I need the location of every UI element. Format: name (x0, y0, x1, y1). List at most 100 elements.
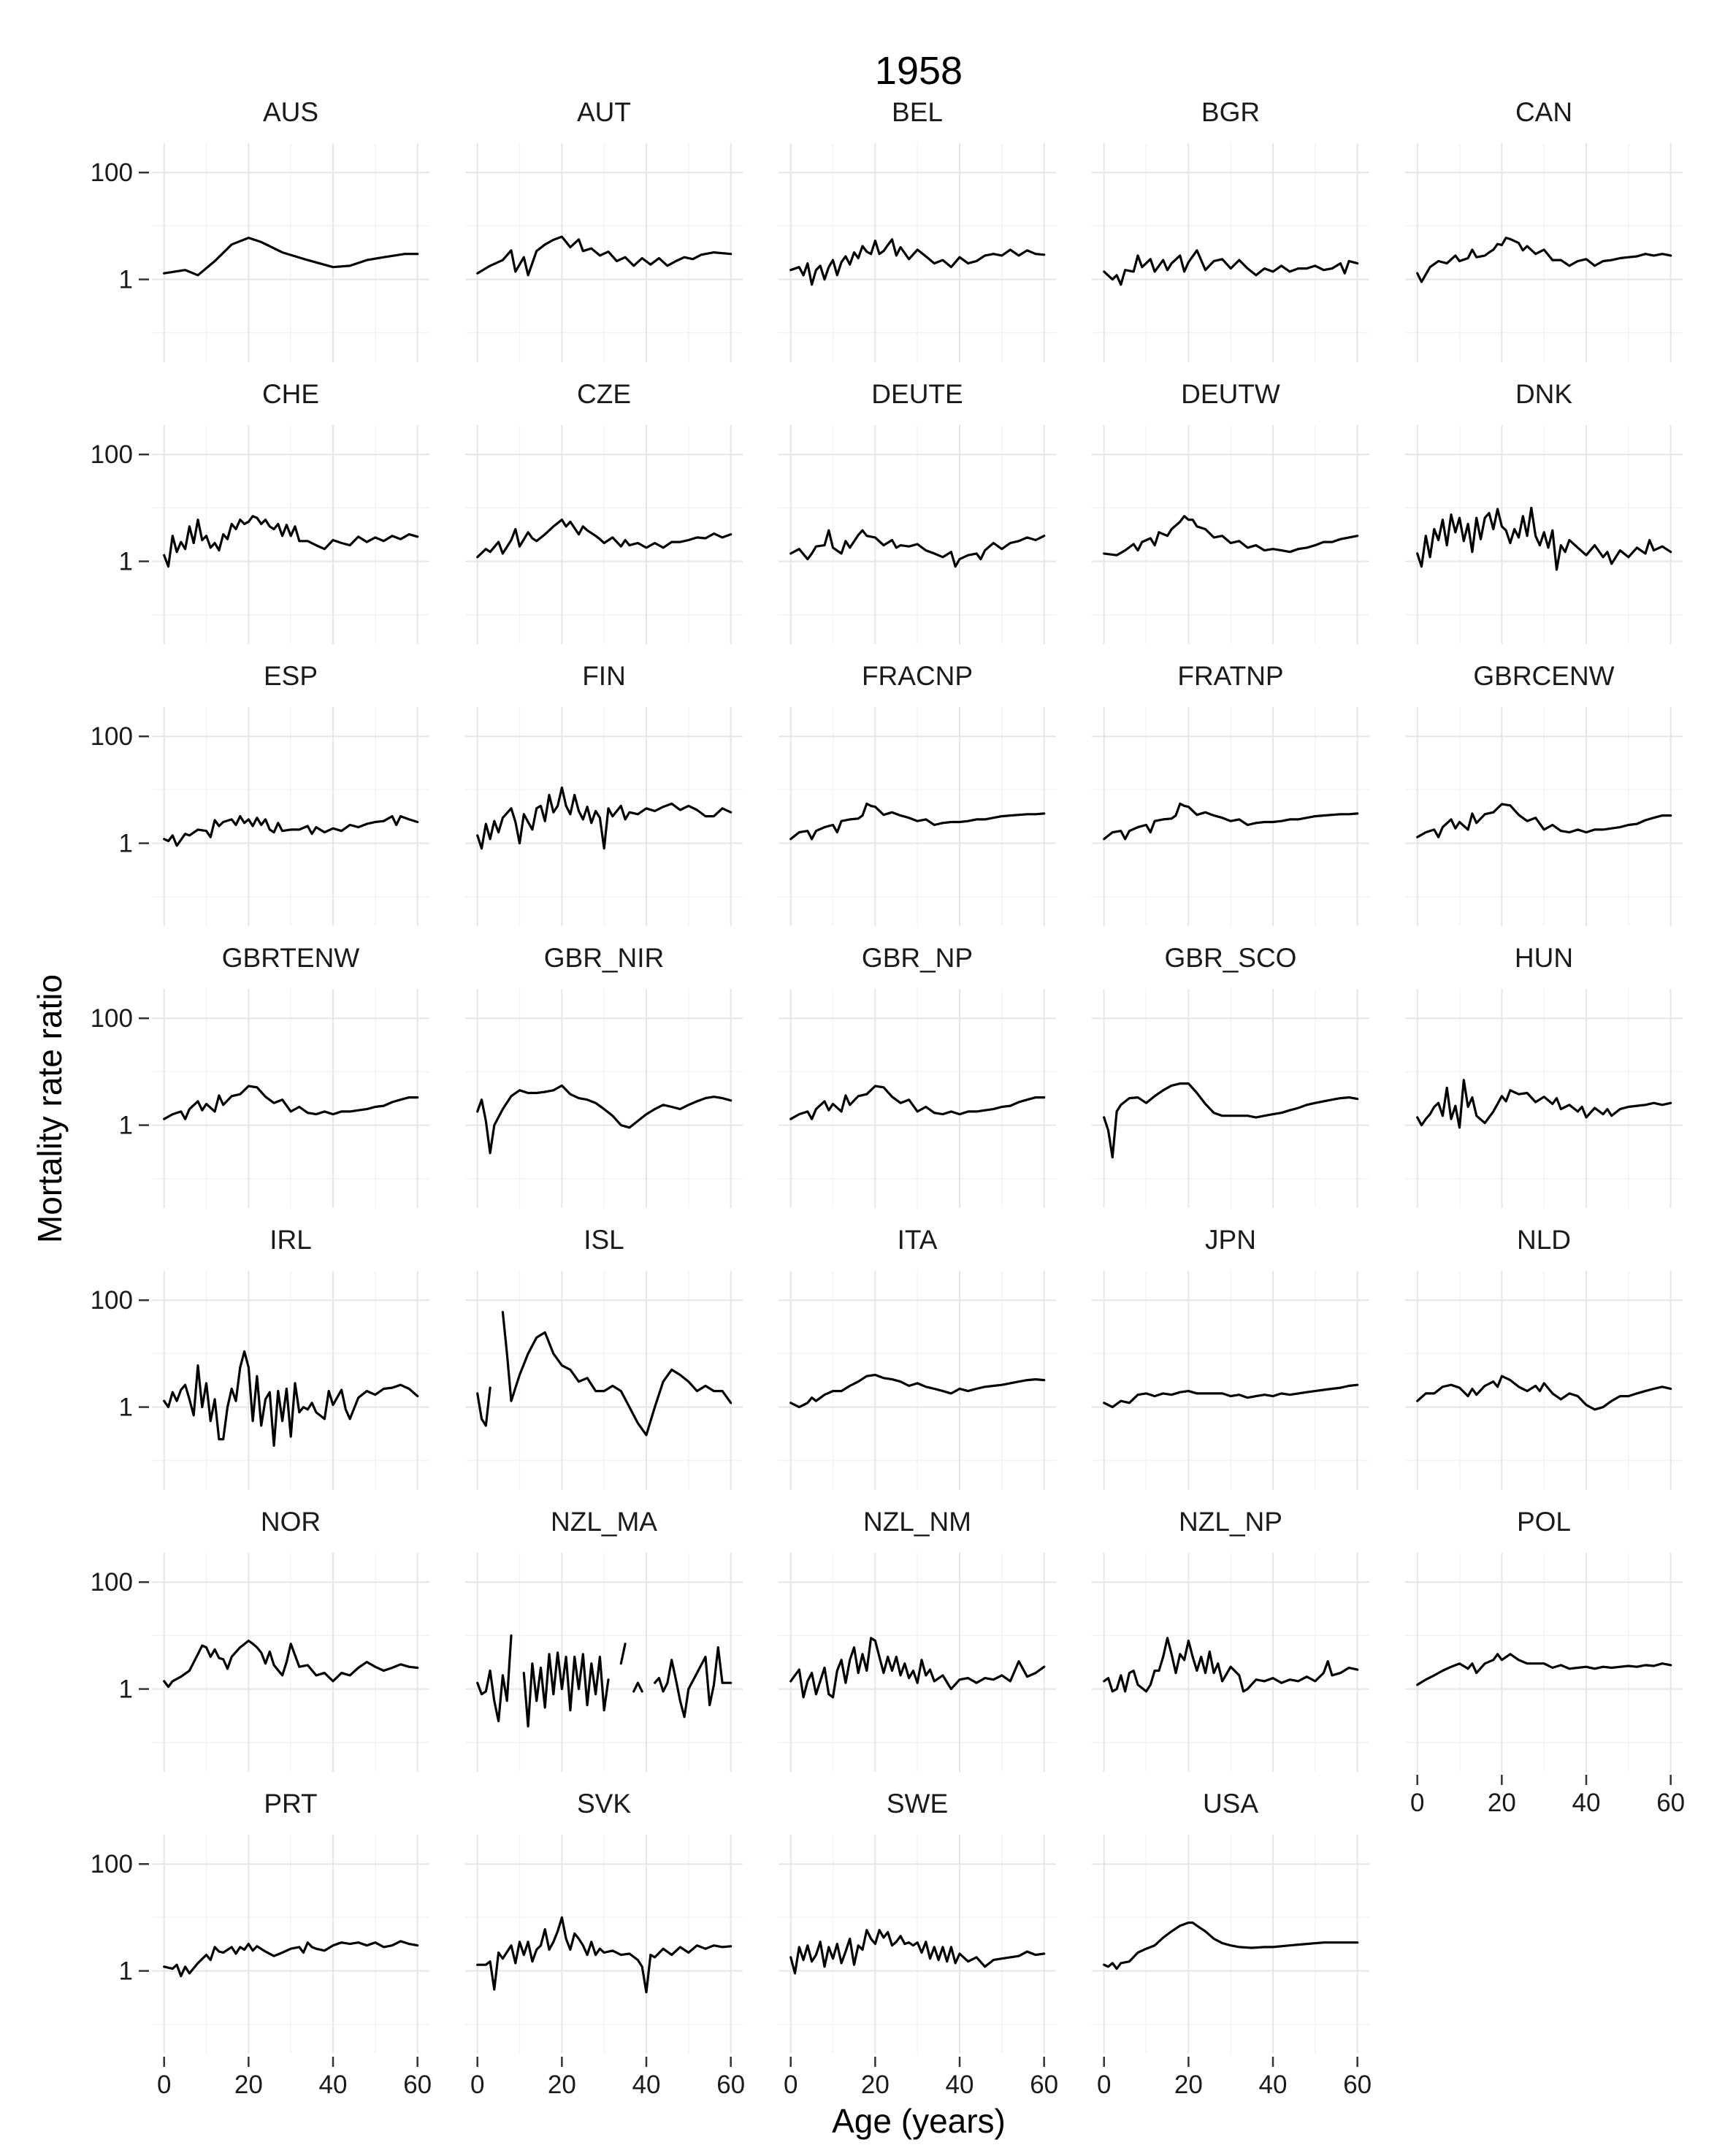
y-tick-label: 1 (119, 266, 133, 294)
panel-title: ESP (264, 661, 318, 691)
series-line (163, 515, 419, 568)
series-line (1416, 1079, 1672, 1129)
panel-title: CZE (577, 379, 631, 409)
series-line (1416, 506, 1672, 571)
series-line (789, 1085, 1046, 1120)
y-tick-label: 1 (119, 1675, 133, 1704)
x-tick-label: 0 (157, 2071, 171, 2099)
panel-nzl-nm: NZL_NM (779, 1507, 1056, 1772)
panel-title: IRL (269, 1225, 312, 1255)
panel-aut: AUT (465, 97, 743, 362)
y-tick-label: 1 (119, 830, 133, 858)
panel-deutw: DEUTW (1092, 379, 1369, 644)
x-tick-label: 60 (1030, 2071, 1058, 2099)
y-tick-label: 1 (119, 548, 133, 576)
series-line (163, 1350, 419, 1447)
panel-che: CHE 100 1 (91, 379, 429, 644)
y-axis-title: Mortality rate ratio (31, 974, 69, 1243)
x-tick-label: 60 (403, 2071, 432, 2099)
series-line (789, 1929, 1046, 1975)
panel-prt: PRT 100 1 0 20 40 60 (91, 1789, 432, 2099)
x-axis-title: Age (years) (832, 2102, 1006, 2140)
panel-can: CAN (1405, 97, 1683, 362)
series-line (163, 1639, 419, 1689)
y-tick-label: 1 (119, 1112, 133, 1140)
panel-gbr-np: GBR_NP (779, 943, 1056, 1208)
series-line (1416, 1375, 1672, 1411)
series-line (1416, 803, 1672, 838)
series-line (1103, 249, 1359, 286)
y-tick-label: 100 (91, 1568, 133, 1597)
panel-cze: CZE (465, 379, 743, 644)
panel-title: FRACNP (862, 661, 973, 691)
x-tick-label: 20 (1174, 2071, 1203, 2099)
series-line (1103, 1082, 1359, 1159)
panel-title: HUN (1515, 943, 1573, 973)
panel-jpn: JPN (1092, 1225, 1369, 1490)
panel-fin: FIN (465, 661, 743, 926)
panel-title: NZL_NP (1179, 1507, 1282, 1537)
panel-bel: BEL (779, 97, 1056, 362)
x-tick-label: 40 (1572, 1789, 1601, 1817)
panel-title: NZL_MA (551, 1507, 657, 1537)
panel-title: GBR_NIR (544, 943, 664, 973)
series-line (1416, 1653, 1672, 1686)
series-line (789, 529, 1046, 568)
x-tick-label: 20 (234, 2071, 263, 2099)
x-tick-label: 60 (1656, 1789, 1685, 1817)
panel-gbr-nir: GBR_NIR (465, 943, 743, 1208)
panel-title: SWE (887, 1789, 948, 1819)
panel-gbrcenw: GBRCENW (1405, 661, 1683, 926)
panel-title: GBRCENW (1473, 661, 1614, 691)
panel-title: NZL_NM (863, 1507, 971, 1537)
panel-title: USA (1203, 1789, 1258, 1819)
panel-nzl-ma: NZL_MA (465, 1507, 743, 1772)
series-line (163, 1085, 419, 1120)
panel-gbrtenw: GBRTENW 100 1 (91, 943, 429, 1208)
y-tick-label: 100 (91, 440, 133, 469)
y-tick-label: 100 (91, 158, 133, 187)
panel-usa: USA 0 20 40 60 (1092, 1789, 1372, 2099)
chart-title: 1958 (875, 49, 963, 93)
panel-title: ISL (584, 1225, 624, 1255)
panel-title: CHE (262, 379, 319, 409)
panel-swe: SWE 0 20 40 60 (779, 1789, 1058, 2099)
x-tick-label: 60 (1343, 2071, 1372, 2099)
x-tick-label: 0 (1410, 1789, 1424, 1817)
series-line (476, 1310, 733, 1437)
panel-nor: NOR 100 1 (91, 1507, 429, 1772)
series-line (476, 1634, 733, 1728)
panel-title: BEL (892, 97, 943, 127)
series-line (789, 238, 1046, 286)
panel-title: JPN (1205, 1225, 1256, 1255)
y-tick-label: 1 (119, 1957, 133, 1986)
panel-ita: ITA (779, 1225, 1056, 1490)
x-tick-label: 0 (784, 2071, 798, 2099)
panel-title: ITA (898, 1225, 938, 1255)
x-tick-label: 0 (1097, 2071, 1111, 2099)
panel-deute: DEUTE (779, 379, 1056, 644)
x-tick-label: 20 (548, 2071, 576, 2099)
panel-irl: IRL 100 1 (91, 1225, 429, 1490)
panel-title: PRT (264, 1789, 317, 1819)
panel-title: GBR_SCO (1165, 943, 1297, 973)
series-line (476, 1916, 733, 1994)
series-line (1103, 515, 1359, 557)
series-line (1103, 1383, 1359, 1409)
series-line (476, 235, 733, 277)
panel-title: POL (1517, 1507, 1571, 1537)
panel-fratnp: FRATNP (1092, 661, 1369, 926)
series-line (163, 815, 419, 847)
panel-title: AUS (263, 97, 318, 127)
x-tick-label: 40 (632, 2071, 661, 2099)
panel-title: DNK (1515, 379, 1572, 409)
panel-pol: POL 0 20 40 60 (1405, 1507, 1685, 1817)
panel-title: SVK (577, 1789, 631, 1819)
y-tick-label: 100 (91, 1850, 133, 1878)
panel-title: GBRTENW (222, 943, 360, 973)
panel-nld: NLD (1405, 1225, 1683, 1490)
series-line (476, 519, 733, 559)
x-tick-label: 20 (861, 2071, 890, 2099)
y-tick-label: 100 (91, 1286, 133, 1315)
panel-dnk: DNK (1405, 379, 1683, 644)
